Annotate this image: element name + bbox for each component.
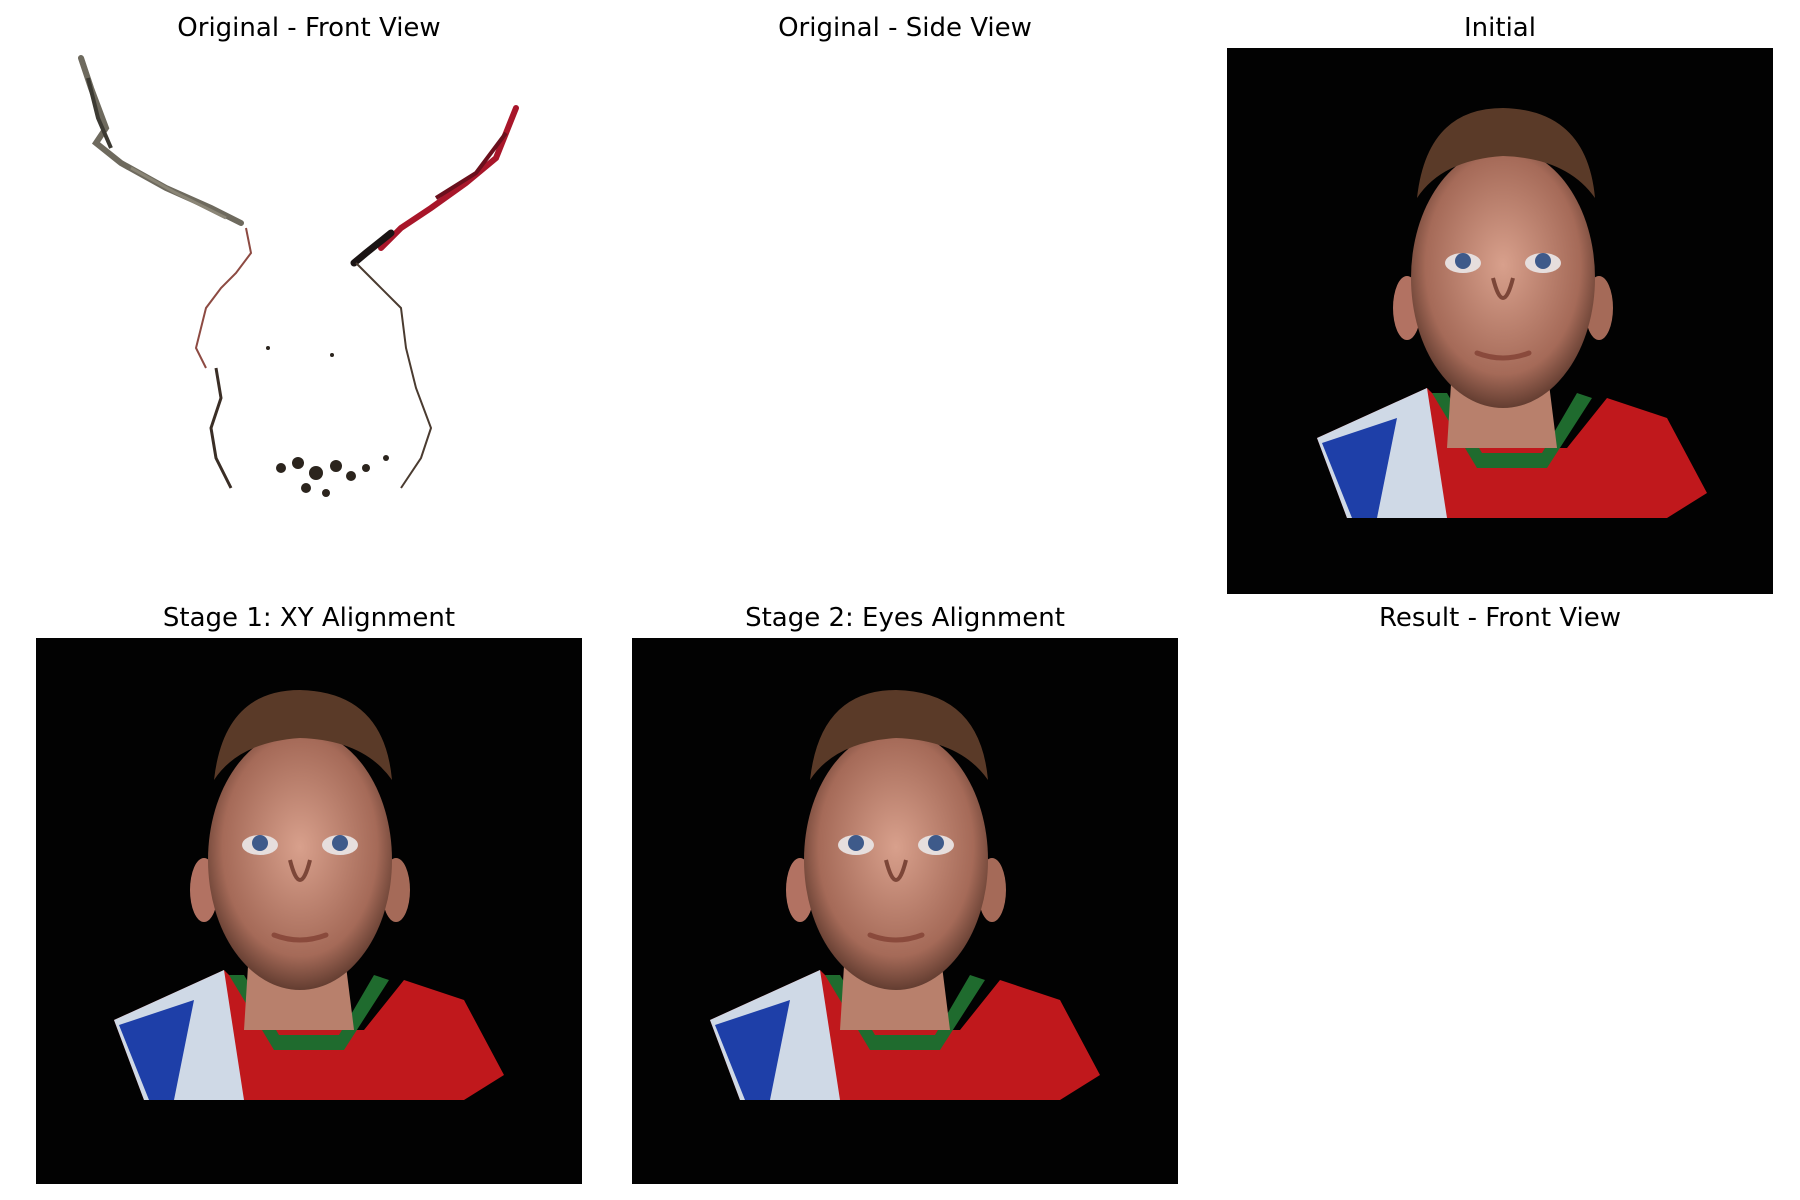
panel-title-original-side: Original - Side View: [778, 13, 1032, 43]
panel-title-stage1: Stage 1: XY Alignment: [162, 603, 456, 633]
face-render-stage2: [710, 690, 1100, 1100]
point-cloud-front-image: [36, 48, 582, 594]
panel-title-initial: Initial: [1464, 13, 1536, 43]
face-render-initial: [1317, 108, 1707, 518]
face-render-stage1: [114, 690, 504, 1100]
stage1-face-image: [36, 638, 582, 1184]
panel-title-stage2: Stage 2: Eyes Alignment: [745, 603, 1065, 633]
result-front-view-area: [1227, 638, 1773, 1184]
initial-face-image: [1227, 48, 1773, 594]
original-side-view-area: [632, 48, 1178, 594]
stage2-face-image: [632, 638, 1178, 1184]
panel-title-result-front: Result - Front View: [1379, 603, 1621, 633]
point-cloud-front-drawing: [78, 55, 519, 497]
panel-title-original-front: Original - Front View: [177, 13, 441, 43]
